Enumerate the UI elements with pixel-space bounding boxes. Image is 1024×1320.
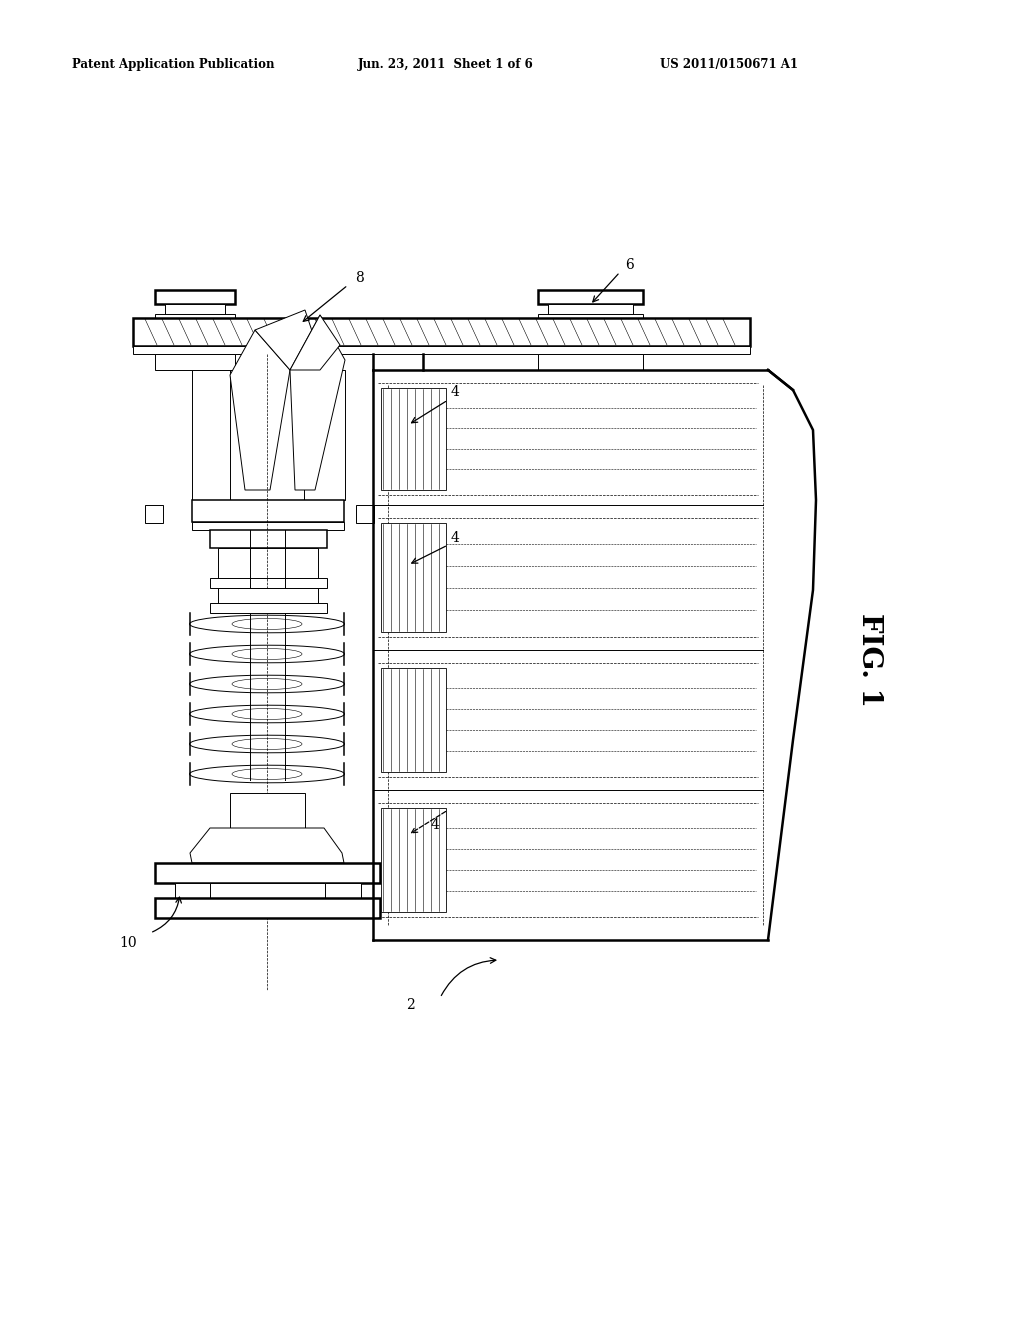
Bar	[381, 668, 446, 772]
Bar	[133, 346, 750, 354]
Text: Jun. 23, 2011  Sheet 1 of 6: Jun. 23, 2011 Sheet 1 of 6	[358, 58, 534, 71]
Bar	[210, 883, 325, 898]
Text: 4: 4	[451, 385, 460, 399]
Bar	[145, 506, 163, 523]
Bar	[381, 523, 446, 632]
Text: 6: 6	[625, 257, 634, 272]
Bar	[356, 506, 374, 523]
Polygon shape	[230, 330, 290, 490]
Text: 4: 4	[451, 531, 460, 545]
Bar	[218, 548, 318, 578]
Text: 2: 2	[407, 998, 415, 1012]
Bar	[538, 290, 643, 304]
Bar	[230, 793, 305, 828]
Bar	[165, 304, 225, 314]
Bar	[381, 388, 446, 490]
Text: US 2011/0150671 A1: US 2011/0150671 A1	[660, 58, 798, 71]
Bar	[381, 808, 446, 912]
Polygon shape	[255, 310, 315, 370]
Bar	[155, 354, 234, 370]
Bar	[538, 314, 643, 318]
Bar	[210, 531, 327, 548]
Polygon shape	[290, 315, 340, 370]
Bar	[175, 883, 220, 917]
Polygon shape	[290, 315, 345, 490]
Bar	[316, 883, 361, 917]
Bar	[155, 290, 234, 304]
Polygon shape	[193, 370, 230, 500]
Bar	[155, 314, 234, 318]
Bar	[193, 500, 344, 521]
Bar	[193, 521, 344, 531]
Text: 8: 8	[355, 271, 364, 285]
Bar	[210, 603, 327, 612]
Text: 10: 10	[120, 936, 137, 950]
Text: 4: 4	[431, 818, 440, 832]
Bar	[538, 354, 643, 370]
Bar	[155, 863, 380, 883]
Polygon shape	[190, 828, 344, 863]
Bar	[548, 304, 633, 314]
Bar	[133, 318, 750, 346]
Polygon shape	[304, 370, 345, 500]
Bar	[210, 578, 327, 587]
Text: FIG. 1: FIG. 1	[856, 612, 884, 708]
Bar	[218, 587, 318, 603]
Bar	[155, 898, 380, 917]
Text: Patent Application Publication: Patent Application Publication	[72, 58, 274, 71]
